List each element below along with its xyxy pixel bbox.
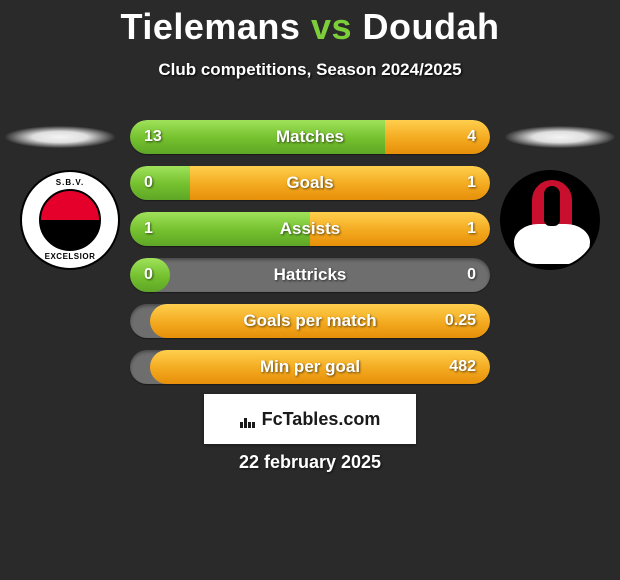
brand-logo: FcTables.com [240, 409, 381, 430]
stat-fill-left [130, 166, 190, 200]
crest-ring-top: S.B.V. [22, 178, 118, 187]
crest-ring-bottom: EXCELSIOR [22, 252, 118, 261]
stat-row: Goals per match0.25 [130, 304, 490, 338]
stat-track [130, 212, 490, 246]
spotlight-right [505, 126, 615, 148]
stat-value-right: 0 [467, 258, 476, 292]
stat-row: Goals01 [130, 166, 490, 200]
stat-row: Assists11 [130, 212, 490, 246]
stat-row: Matches134 [130, 120, 490, 154]
stat-value-right: 1 [467, 166, 476, 200]
crest-inner-icon [39, 189, 101, 251]
crest-white-wrap [514, 224, 590, 264]
stat-track [130, 120, 490, 154]
stat-value-left: 0 [144, 166, 153, 200]
date-text: 22 february 2025 [0, 452, 620, 473]
stat-fill-right [190, 166, 490, 200]
brand-text: FcTables.com [262, 409, 381, 430]
player1-name: Tielemans [121, 6, 301, 47]
spotlight-left [5, 126, 115, 148]
stat-fill-left [130, 120, 385, 154]
stat-value-left: 0 [144, 258, 153, 292]
stat-value-left: 1 [144, 212, 153, 246]
brand-box: FcTables.com [204, 394, 416, 444]
stat-value-right: 0.25 [445, 304, 476, 338]
club-crest-right [500, 170, 600, 270]
helmond-crest-icon [500, 170, 600, 270]
stat-track [130, 166, 490, 200]
excelsior-crest-icon: S.B.V. EXCELSIOR [20, 170, 120, 270]
club-crest-left: S.B.V. EXCELSIOR [20, 170, 120, 270]
crest-cat-silhouette-icon [544, 186, 560, 226]
subtitle: Club competitions, Season 2024/2025 [0, 60, 620, 80]
title: Tielemans vs Doudah [0, 0, 620, 48]
stat-track [130, 304, 490, 338]
stat-fill-right [150, 350, 490, 384]
stat-bars: Matches134Goals01Assists11Hattricks00Goa… [130, 120, 490, 396]
stat-value-left: 13 [144, 120, 162, 154]
stat-fill-right [310, 212, 490, 246]
stat-value-right: 4 [467, 120, 476, 154]
stat-track [130, 258, 490, 292]
comparison-card: Tielemans vs Doudah Club competitions, S… [0, 0, 620, 580]
player2-name: Doudah [363, 6, 500, 47]
stat-fill-right [150, 304, 490, 338]
vs-label: vs [311, 6, 352, 47]
stat-fill-left [130, 212, 310, 246]
stat-track [130, 350, 490, 384]
stat-row: Hattricks00 [130, 258, 490, 292]
stat-value-right: 482 [449, 350, 476, 384]
brand-spark-icon [240, 410, 258, 428]
stat-row: Min per goal482 [130, 350, 490, 384]
stat-value-right: 1 [467, 212, 476, 246]
